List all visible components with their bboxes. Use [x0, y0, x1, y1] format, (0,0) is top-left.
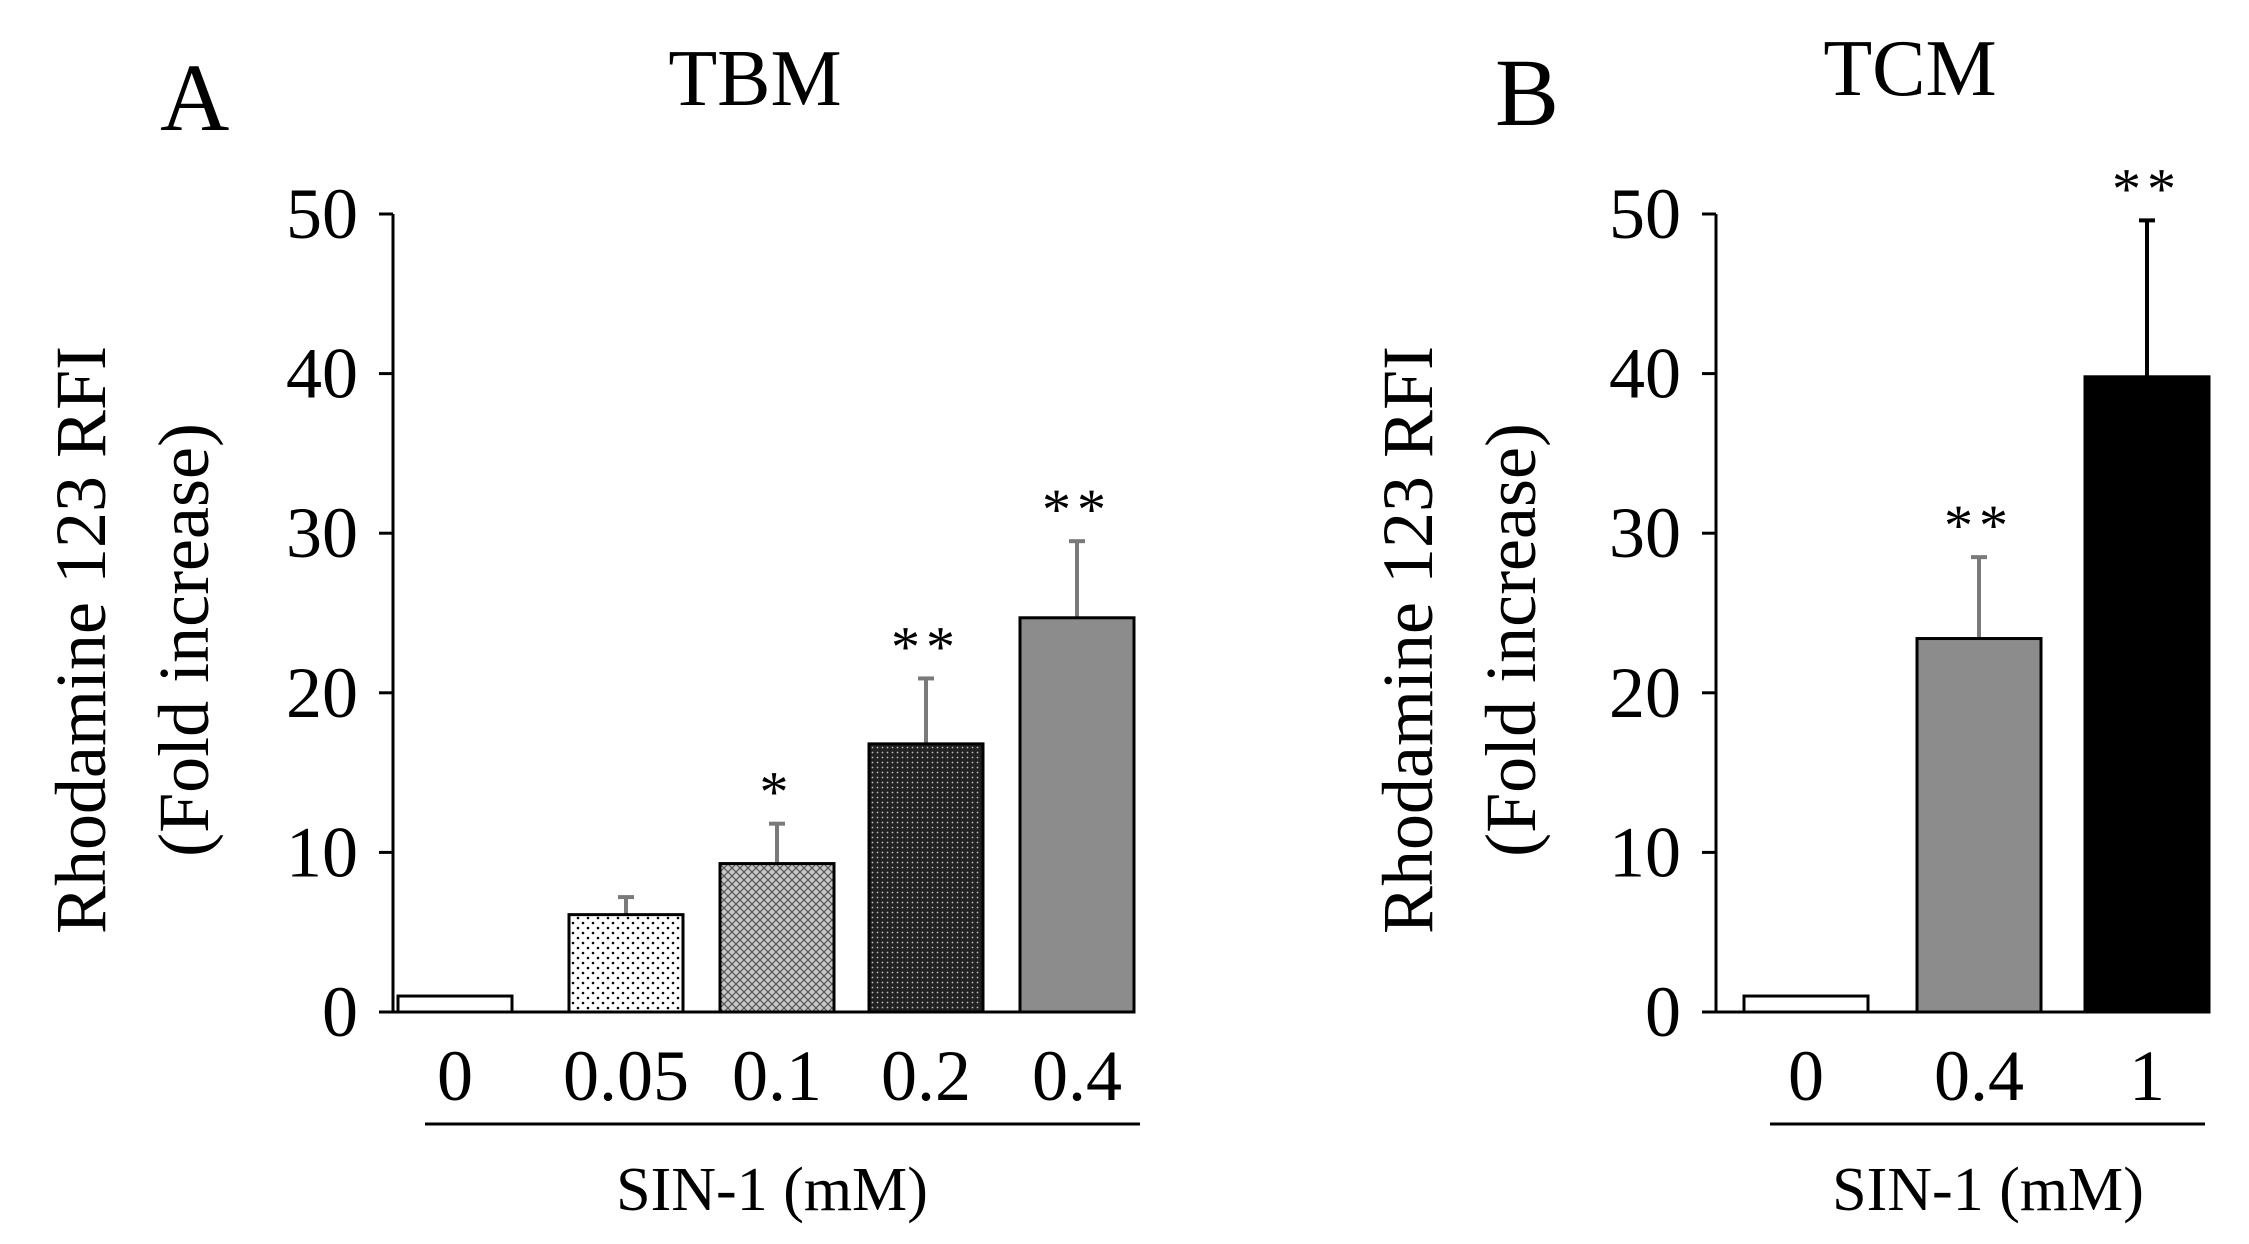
bar: [567, 913, 685, 1014]
bar: [396, 994, 514, 1014]
x-category-label: 0.1: [732, 1036, 822, 1116]
y-tick-label: 20: [286, 653, 358, 733]
y-tick-label: 50: [286, 174, 358, 254]
bar: [1915, 637, 2043, 1014]
y-tick-label: 30: [1609, 493, 1681, 573]
x-category-label: 0.4: [1032, 1036, 1122, 1116]
x-category-label: 0: [1788, 1036, 1824, 1116]
y-tick-label: 30: [286, 493, 358, 573]
panel-label-a: A: [160, 44, 229, 151]
bar: [1742, 994, 1870, 1014]
y-tick-label: 10: [1609, 812, 1681, 892]
significance-mark: **: [891, 614, 961, 679]
plot-area-b: 0 10 20 30 40 50 0 ** 0.4 ** 1: [1609, 156, 2211, 1116]
significance-mark: **: [1042, 477, 1112, 542]
y-tick-label: 40: [286, 334, 358, 414]
y-tick-label: 10: [286, 812, 358, 892]
bar: [718, 862, 836, 1014]
x-category-label: 1: [2129, 1036, 2165, 1116]
y-tick-label: 0: [322, 972, 358, 1052]
x-category-label: 0.2: [881, 1036, 971, 1116]
y-tick-label: 50: [1609, 174, 1681, 254]
y-axis-label-a-line2: (Fold increase): [144, 423, 224, 857]
chart-title-a: TBM: [668, 35, 841, 123]
y-tick-label: 20: [1609, 653, 1681, 733]
x-category-label: 0.4: [1934, 1036, 2024, 1116]
plot-area-a: 0 10 20 30 40 50 0 0.05 * 0.1 ** 0.2 ** 0.4: [286, 174, 1136, 1116]
significance-mark: **: [2112, 156, 2182, 221]
x-category-label: 0.05: [563, 1036, 689, 1116]
significance-mark: **: [1944, 493, 2014, 558]
y-axis-label-b-line2: (Fold increase): [1471, 423, 1551, 857]
bar: [1018, 616, 1136, 1014]
panel-label-b: B: [1495, 39, 1559, 146]
panel-b: B TCM Rhodamine 123 RFI (Fold increase) …: [1368, 25, 2211, 1224]
bar: [867, 742, 985, 1014]
x-axis-label-a: SIN-1 (mM): [616, 1156, 928, 1224]
y-axis-label-b-line1: Rhodamine 123 RFI: [1368, 346, 1448, 934]
significance-mark: *: [760, 760, 795, 825]
y-axis-label-a-line1: Rhodamine 123 RFI: [41, 346, 121, 934]
chart-title-b: TCM: [1823, 25, 1996, 113]
x-category-label: 0: [437, 1036, 473, 1116]
y-tick-label: 40: [1609, 334, 1681, 414]
y-tick-label: 0: [1645, 972, 1681, 1052]
panel-a: A TBM Rhodamine 123 RFI (Fold increase) …: [41, 35, 1140, 1224]
x-axis-label-b: SIN-1 (mM): [1832, 1156, 2144, 1224]
bar: [2083, 375, 2211, 1014]
